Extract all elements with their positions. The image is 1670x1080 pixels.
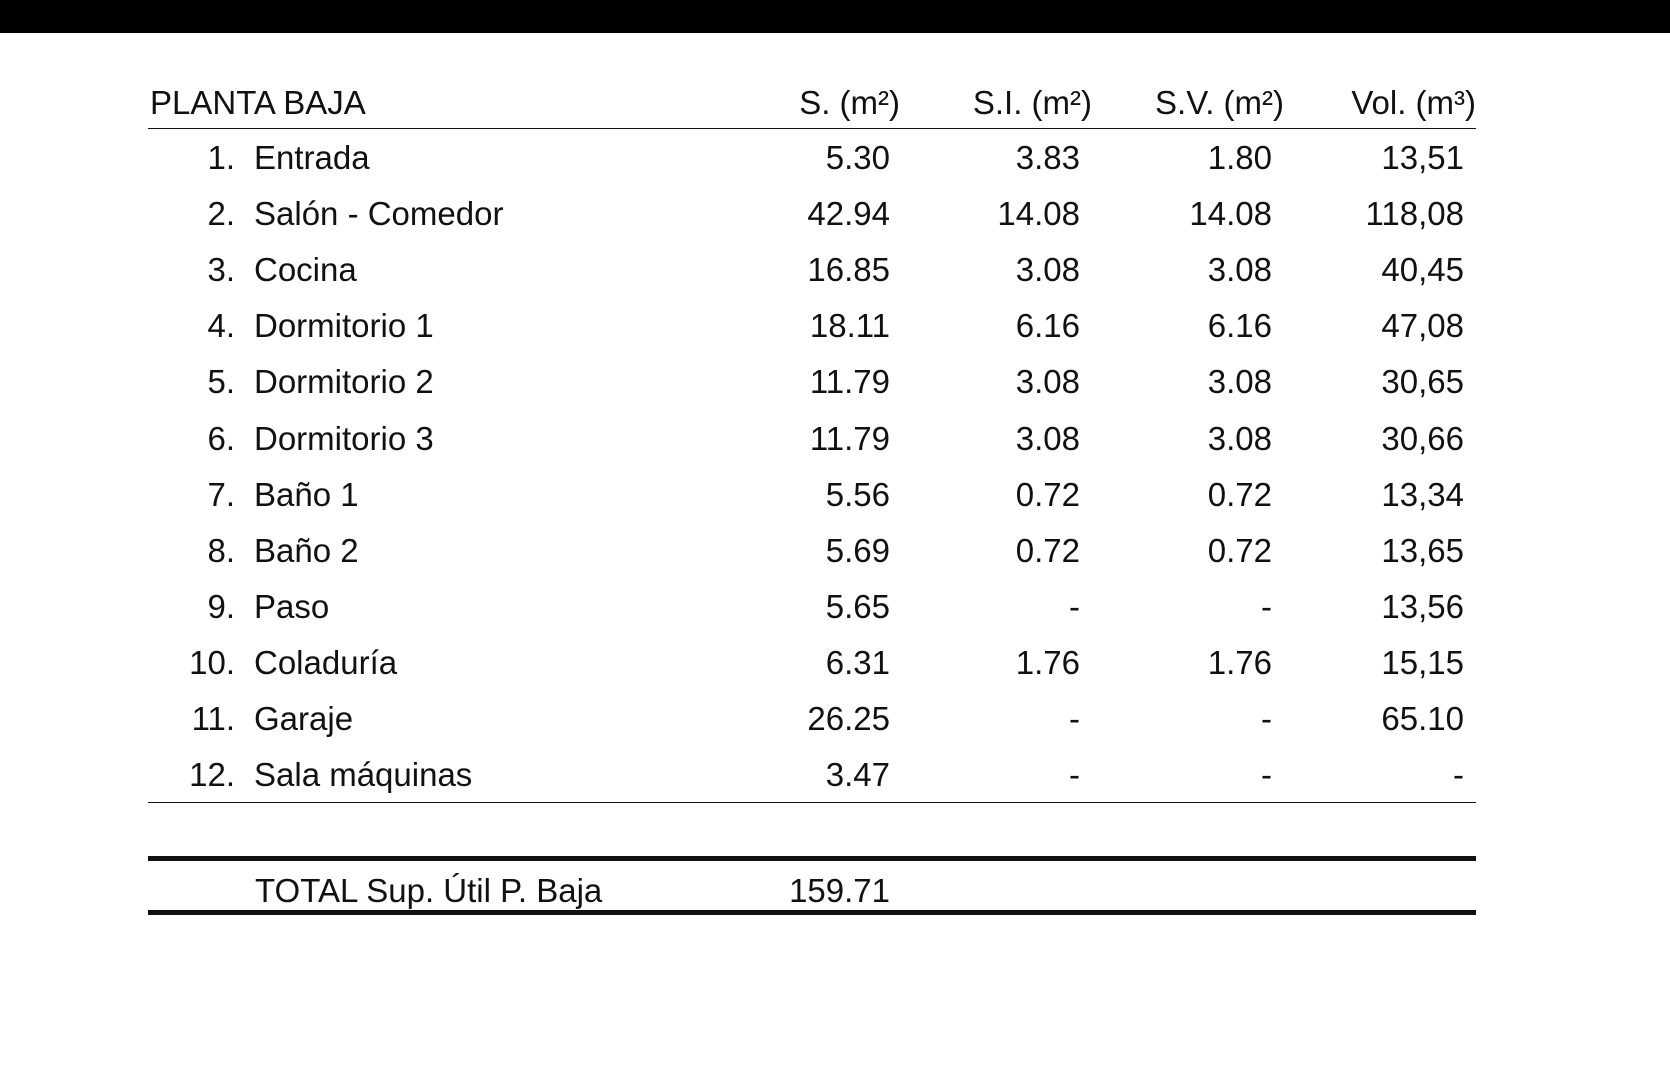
value-s: 6.31 [825,644,890,681]
value-vol: 13,34 [1381,476,1464,513]
row-number: 6. [207,420,235,457]
room-name: Entrada [254,139,370,176]
top-black-band [0,0,1670,33]
value-s: 42.94 [807,195,890,232]
value-vol: 30,66 [1381,420,1464,457]
value-si: 6.16 [1015,307,1080,344]
value-vol: 13,65 [1381,532,1464,569]
value-sv: 0.72 [1207,476,1272,513]
value-si: 0.72 [1015,532,1080,569]
value-si: 3.08 [1015,251,1080,288]
room-name: Dormitorio 3 [254,420,434,457]
value-sv: 3.08 [1207,420,1272,457]
value-si: 3.83 [1015,139,1080,176]
room-name: Baño 2 [254,532,359,569]
value-s: 5.30 [825,139,890,176]
row-number: 10. [189,644,235,681]
value-si: - [1069,756,1080,793]
value-s: 5.65 [825,588,890,625]
header-s: S. (m²) [799,84,900,121]
section-title: PLANTA BAJA [150,84,366,121]
room-name: Paso [254,588,330,625]
value-sv: 14.08 [1189,195,1272,232]
room-name: Garaje [254,700,354,737]
value-sv: 6.16 [1207,307,1272,344]
value-sv: 1.76 [1207,644,1272,681]
row-number: 1. [207,139,235,176]
value-vol: 13,56 [1381,588,1464,625]
header-sv: S.V. (m²) [1155,84,1284,121]
value-vol: 13,51 [1381,139,1464,176]
value-vol: 65.10 [1381,700,1464,737]
room-name: Coladuría [254,644,398,681]
value-si: 3.08 [1015,363,1080,400]
row-number: 7. [207,476,235,513]
value-s: 3.47 [825,756,890,793]
row-number: 9. [207,588,235,625]
room-name: Dormitorio 1 [254,307,434,344]
row-number: 3. [207,251,235,288]
value-si: - [1069,588,1080,625]
value-sv: 1.80 [1207,139,1272,176]
total-label: TOTAL Sup. Útil P. Baja [255,872,603,909]
value-si: 14.08 [997,195,1080,232]
value-s: 26.25 [807,700,890,737]
value-vol: 118,08 [1365,195,1464,232]
value-s: 11.79 [809,363,890,400]
value-vol: 40,45 [1381,251,1464,288]
room-name: Sala máquinas [254,756,473,793]
value-vol: - [1453,756,1464,793]
value-vol: 47,08 [1381,307,1464,344]
value-sv: - [1261,588,1272,625]
room-name: Baño 1 [254,476,359,513]
value-s: 5.69 [825,532,890,569]
body-divider [148,802,1476,803]
header-divider [148,128,1476,129]
value-vol: 15,15 [1381,644,1464,681]
row-number: 2. [207,195,235,232]
total-top-rule [148,856,1476,861]
value-sv: - [1261,700,1272,737]
row-number: 11. [191,700,235,737]
header-vol: Vol. (m³) [1351,84,1476,121]
value-si: - [1069,700,1080,737]
room-name: Dormitorio 2 [254,363,434,400]
room-name: Cocina [254,251,357,288]
value-sv: 0.72 [1207,532,1272,569]
room-name: Salón - Comedor [254,195,504,232]
value-sv: 3.08 [1207,251,1272,288]
row-number: 5. [207,363,235,400]
row-number: 4. [207,307,235,344]
value-si: 1.76 [1015,644,1080,681]
value-s: 5.56 [825,476,890,513]
value-si: 3.08 [1015,420,1080,457]
row-number: 12. [189,756,235,793]
value-si: 0.72 [1015,476,1080,513]
header-si: S.I. (m²) [972,84,1092,121]
total-bottom-rule [148,910,1476,915]
total-value: 159.71 [789,872,890,909]
value-sv: 3.08 [1207,363,1272,400]
value-sv: - [1261,756,1272,793]
value-vol: 30,65 [1381,363,1464,400]
value-s: 11.79 [809,420,890,457]
value-s: 18.11 [809,307,890,344]
row-number: 8. [207,532,235,569]
value-s: 16.85 [807,251,890,288]
